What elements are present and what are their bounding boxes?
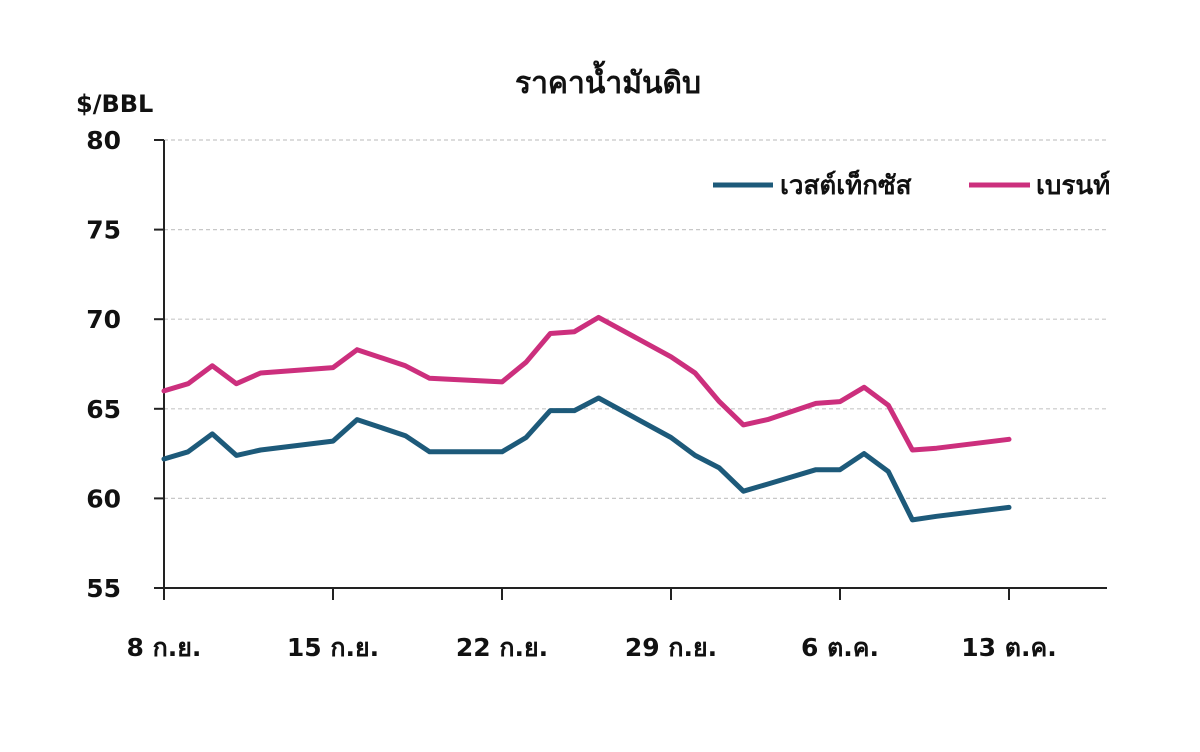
series-line-west-texas [161,395,1012,523]
chart-title: ราคาน้ำมันดิบ [515,60,701,101]
legend-label-west-texas: เวสต์เท็กซัส [780,169,912,201]
y-tick-label-60: 60 [86,484,121,513]
x-tick-label-0: 8 ก.ย. [127,633,202,662]
x-tick-label-2: 22 ก.ย. [456,633,548,662]
series-lines [161,314,1012,523]
y-tick-label-70: 70 [86,305,121,334]
legend: เวสต์เท็กซัส เบรนท์ [713,169,1110,201]
series-line-brent [161,314,1012,453]
x-tick-label-4: 6 ต.ค. [801,633,879,662]
y-axis-unit-label: $/BBL [76,90,153,118]
y-tick-label-55: 55 [86,574,121,603]
y-tick-label-65: 65 [86,395,121,424]
y-tick-label-75: 75 [86,216,121,245]
gridlines [164,139,1107,499]
x-tick-label-1: 15 ก.ย. [287,633,379,662]
legend-label-brent: เบรนท์ [1036,170,1110,201]
y-tick-label-80: 80 [86,126,121,155]
x-tick-label-5: 13 ต.ค. [961,633,1056,662]
x-tick-label-3: 29 ก.ย. [625,633,717,662]
axes: 55 60 65 70 75 80 8 ก.ย. 15 ก.ย. 22 ก.ย. 29 ก.ย. 6… [86,126,1107,662]
